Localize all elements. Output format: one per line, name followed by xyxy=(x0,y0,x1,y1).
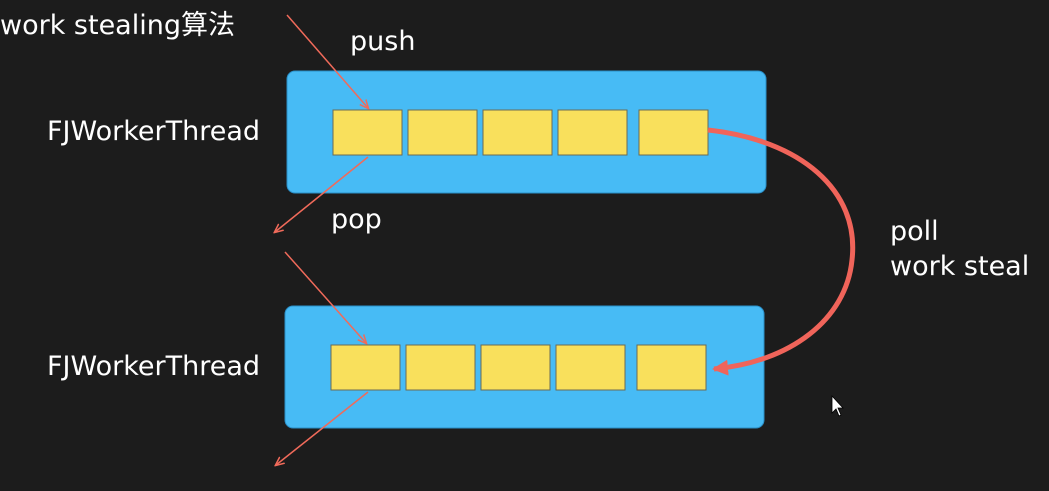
push-arrow xyxy=(284,251,366,343)
task-slot xyxy=(480,344,551,391)
steal-label: poll xyxy=(890,216,939,247)
pop-arrow xyxy=(276,391,369,465)
pop-arrow xyxy=(275,156,369,232)
push-arrow xyxy=(286,14,368,108)
thread-label: FJWorkerThread xyxy=(47,116,260,147)
push-label: push xyxy=(350,26,415,57)
steal-arrow xyxy=(707,127,856,376)
task-slot xyxy=(330,344,401,391)
queue-slots xyxy=(332,109,709,156)
task-slot xyxy=(638,109,709,156)
thread-label: FJWorkerThread xyxy=(47,351,260,382)
task-slot xyxy=(407,109,478,156)
heading: work stealing算法 xyxy=(0,10,235,41)
task-slot xyxy=(405,344,476,391)
task-slot xyxy=(636,344,707,391)
cursor xyxy=(831,394,844,417)
steal-label: work steal xyxy=(890,251,1029,282)
pop-label: pop xyxy=(331,204,382,235)
queue-slots xyxy=(330,344,707,391)
task-slot xyxy=(555,344,626,391)
task-slot xyxy=(482,109,553,156)
task-slot xyxy=(557,109,628,156)
task-slot xyxy=(332,109,403,156)
arrows xyxy=(275,14,369,465)
